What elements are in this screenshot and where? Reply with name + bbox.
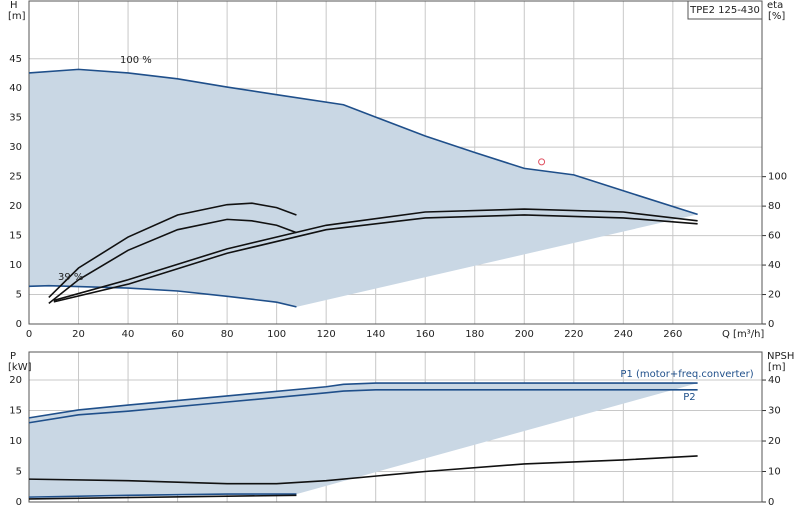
- y2-tick-label: 20: [768, 436, 781, 447]
- plot-frame: [28, 351, 763, 503]
- y2-tick-label: 40: [768, 260, 781, 271]
- y-tick-label: 35: [9, 113, 22, 124]
- series-line: [28, 455, 698, 485]
- x-tick-label: 220: [564, 329, 583, 340]
- plot-frame: [28, 0, 763, 325]
- x-tick-label: 200: [515, 329, 534, 340]
- y2-axis-label: [m]: [768, 362, 786, 373]
- series-line: [28, 494, 297, 500]
- x-tick-label: 20: [72, 329, 85, 340]
- y-axis-label: [m]: [8, 11, 26, 22]
- x-tick-label: 240: [614, 329, 633, 340]
- series-line: [28, 493, 297, 498]
- y-tick-label: 0: [16, 319, 22, 330]
- series-label: P1 (motor+freq.converter): [620, 369, 753, 380]
- y2-tick-label: 0: [768, 497, 774, 508]
- y2-tick-label: 0: [768, 319, 774, 330]
- y2-tick-label: 60: [768, 231, 781, 242]
- x-tick-label: 260: [663, 329, 682, 340]
- series-line: [28, 68, 698, 216]
- x-tick-label: 120: [317, 329, 336, 340]
- y2-tick-label: 80: [768, 201, 781, 212]
- y2-tick-label: 10: [768, 467, 781, 478]
- y-tick-label: 15: [9, 406, 22, 417]
- y-axis-label: P: [10, 351, 16, 362]
- y2-tick-label: 40: [768, 375, 781, 386]
- chart-title: TPE2 125-430: [689, 5, 760, 16]
- x-tick-label: 60: [171, 329, 184, 340]
- operating-area: [29, 69, 698, 307]
- x-tick-label: 100: [267, 329, 286, 340]
- x-tick-label: 160: [416, 329, 435, 340]
- y-tick-label: 5: [16, 467, 22, 478]
- y-axis-label: H: [10, 0, 18, 11]
- y2-axis-label: [%]: [768, 11, 785, 22]
- series-line: [48, 202, 297, 299]
- x-tick-label: 140: [366, 329, 385, 340]
- y-tick-label: 10: [9, 436, 22, 447]
- x-tick-label: 40: [122, 329, 135, 340]
- y-axis-label: [kW]: [8, 362, 32, 373]
- x-axis-label: Q [m³/h]: [722, 329, 764, 340]
- y2-tick-label: 100: [768, 172, 787, 183]
- y-tick-label: 20: [9, 201, 22, 212]
- series-line: [48, 218, 297, 304]
- title-box: [687, 0, 763, 20]
- annotation: 100 %: [120, 55, 152, 66]
- x-tick-label: 180: [465, 329, 484, 340]
- series-line: [53, 214, 698, 303]
- operating-area: [29, 383, 698, 498]
- series-line: [53, 208, 698, 302]
- x-tick-label: 80: [221, 329, 234, 340]
- series-line: [28, 382, 698, 419]
- y-tick-label: 30: [9, 142, 22, 153]
- series-label: P2: [683, 392, 695, 403]
- y-tick-label: 40: [9, 83, 22, 94]
- y-tick-label: 5: [16, 290, 22, 301]
- y-tick-label: 0: [16, 497, 22, 508]
- y2-axis-label: NPSH: [767, 351, 794, 362]
- annotation: 39 %: [58, 272, 83, 283]
- y-tick-label: 45: [9, 54, 22, 65]
- x-tick-label: 0: [26, 329, 32, 340]
- y-tick-label: 15: [9, 231, 22, 242]
- y-tick-label: 25: [9, 172, 22, 183]
- y-tick-label: 20: [9, 375, 22, 386]
- y2-tick-label: 20: [768, 290, 781, 301]
- series-line: [28, 389, 698, 424]
- duty-point: [538, 158, 546, 166]
- y2-axis-label: eta: [767, 0, 783, 11]
- series-line: [28, 284, 297, 308]
- y2-tick-label: 30: [768, 406, 781, 417]
- y-tick-label: 10: [9, 260, 22, 271]
